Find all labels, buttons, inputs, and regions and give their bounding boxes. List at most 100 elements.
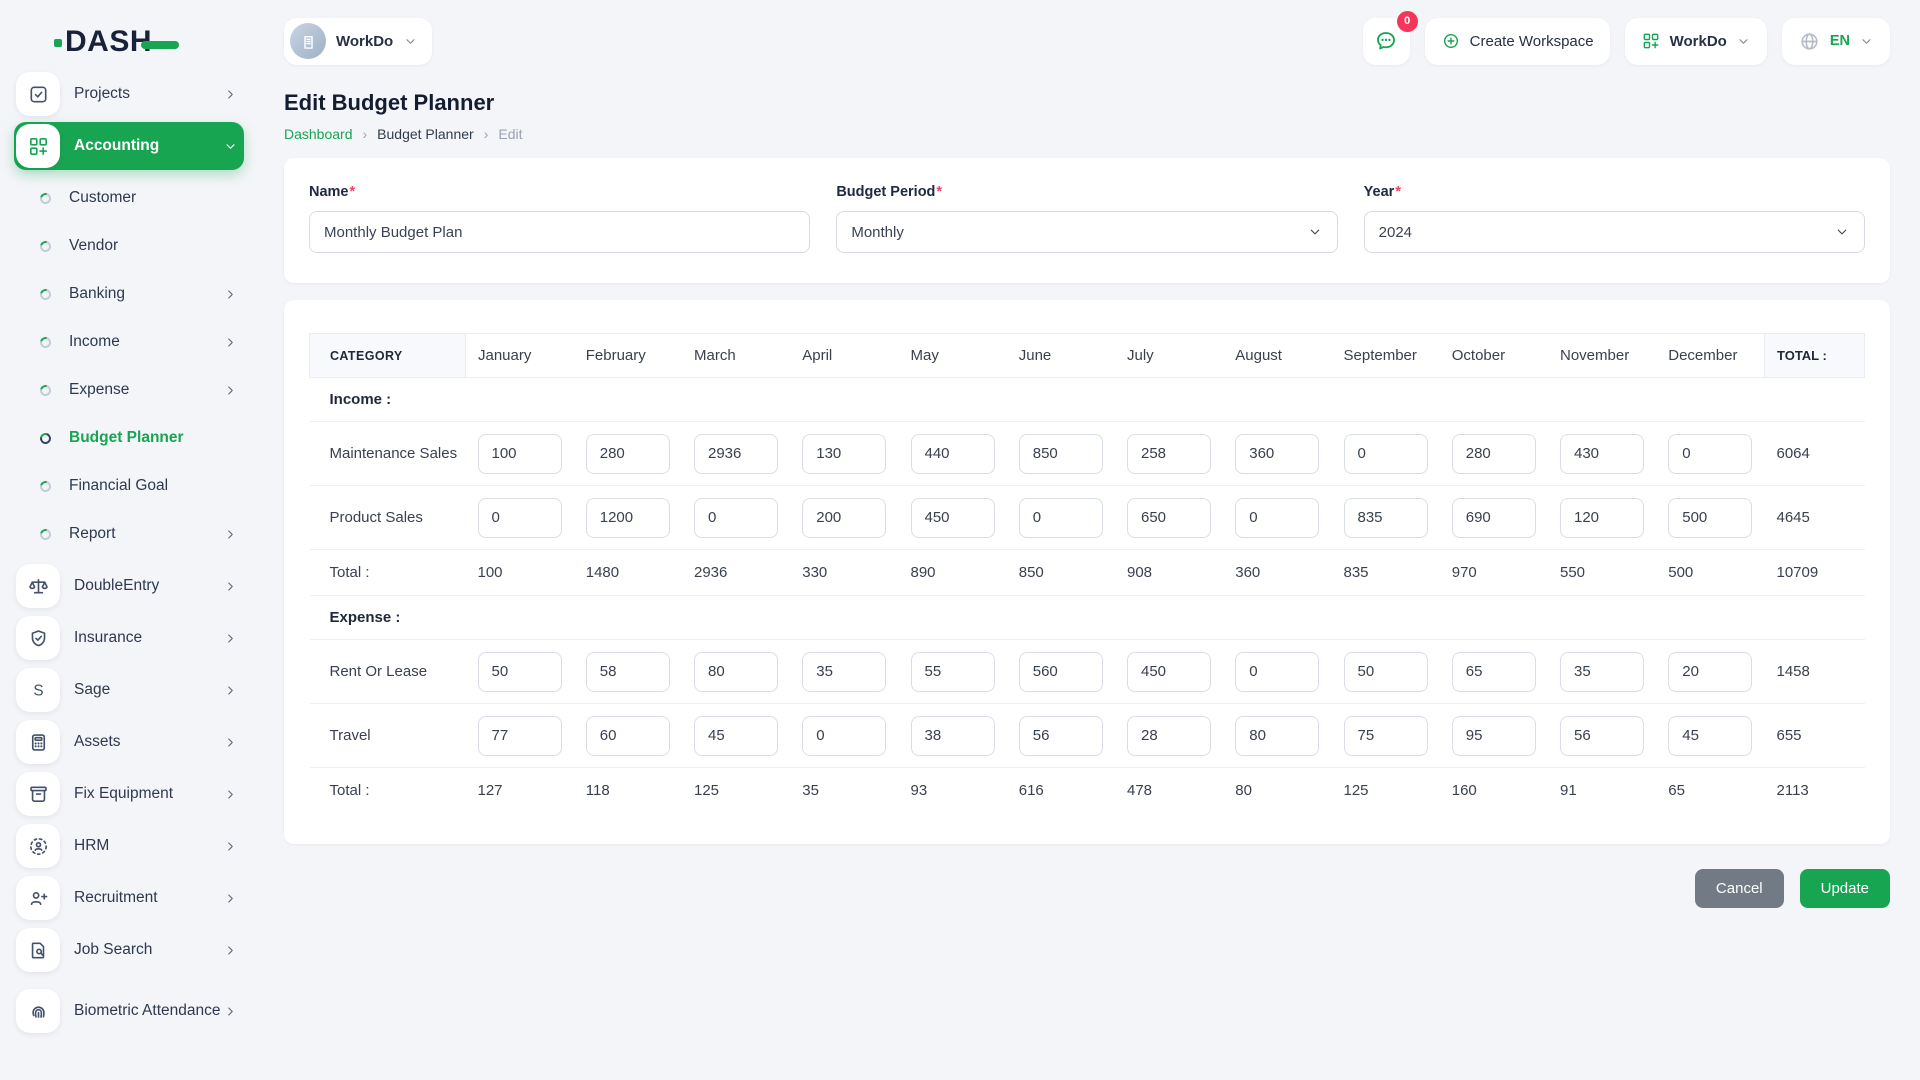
- budget-cell-input[interactable]: [1127, 497, 1211, 538]
- breadcrumb-separator: ›: [483, 126, 489, 142]
- budget-cell-input[interactable]: [477, 715, 562, 756]
- chevron-right-icon: [223, 87, 238, 102]
- sidebar-item-job-search[interactable]: Job Search: [14, 926, 244, 974]
- budget-cell-input[interactable]: [1668, 715, 1753, 756]
- workspace-menu-button[interactable]: WorkDo: [1624, 17, 1767, 65]
- budget-cell-input[interactable]: [1127, 651, 1211, 692]
- archive-icon: [16, 772, 60, 816]
- budget-cell-input[interactable]: [694, 715, 778, 756]
- breadcrumb-dashboard[interactable]: Dashboard: [284, 126, 353, 142]
- budget-cell-input[interactable]: [1668, 433, 1753, 474]
- budget-cell-input[interactable]: [585, 715, 670, 756]
- sidebar-item-fix-equipment[interactable]: Fix Equipment: [14, 770, 244, 818]
- budget-cell-input[interactable]: [1235, 497, 1320, 538]
- budget-cell-input[interactable]: [1668, 497, 1753, 538]
- budget-cell-input[interactable]: [694, 497, 778, 538]
- budget-cell-input[interactable]: [1018, 715, 1103, 756]
- budget-cell-input[interactable]: [1343, 497, 1428, 538]
- budget-cell-input[interactable]: [477, 433, 562, 474]
- year-select[interactable]: 2024: [1363, 211, 1865, 253]
- budget-cell-input[interactable]: [802, 651, 887, 692]
- budget-cell-input[interactable]: [1018, 433, 1103, 474]
- sidebar-item-sage[interactable]: S Sage: [14, 666, 244, 714]
- budget-cell-input[interactable]: [910, 497, 995, 538]
- budget-cell-input[interactable]: [585, 497, 670, 538]
- budget-cell-input[interactable]: [1018, 651, 1103, 692]
- budget-cell-input[interactable]: [585, 651, 670, 692]
- row-label: Product Sales: [329, 509, 423, 526]
- sidebar-item-budget-planner[interactable]: Budget Planner: [14, 414, 244, 462]
- sidebar-item-hrm[interactable]: HRM: [14, 822, 244, 870]
- sidebar-item-biometric-attendance[interactable]: Biometric Attendance: [14, 978, 244, 1044]
- sidebar-item-doubleentry[interactable]: DoubleEntry: [14, 562, 244, 610]
- budget-cell-input[interactable]: [1560, 497, 1644, 538]
- messages-button[interactable]: 0: [1362, 10, 1418, 65]
- sidebar-item-report[interactable]: Report: [14, 510, 244, 558]
- section-label: Income :: [329, 391, 392, 408]
- budget-cell-input[interactable]: [802, 715, 887, 756]
- budget-cell-input[interactable]: [910, 651, 995, 692]
- budget-cell-input[interactable]: [1127, 715, 1211, 756]
- budget-table-card: CATEGORY January February March April May June…: [284, 300, 1890, 844]
- budget-cell-input[interactable]: [1451, 715, 1536, 756]
- bullet-icon: [37, 430, 54, 446]
- budget-cell-input[interactable]: [1451, 497, 1536, 538]
- budget-cell-input[interactable]: [1451, 433, 1536, 474]
- sidebar-item-banking[interactable]: Banking: [14, 270, 244, 318]
- name-input[interactable]: [309, 211, 811, 253]
- sidebar-item-income[interactable]: Income: [14, 318, 244, 366]
- budget-cell-input[interactable]: [1560, 715, 1644, 756]
- create-workspace-button[interactable]: Create Workspace: [1424, 17, 1610, 65]
- sidebar-item-vendor[interactable]: Vendor: [14, 222, 244, 270]
- bullet-icon: [37, 286, 54, 302]
- sidebar-item-label: Report: [69, 525, 116, 543]
- budget-cell-input[interactable]: [694, 651, 778, 692]
- sidebar-item-expense[interactable]: Expense: [14, 366, 244, 414]
- sidebar-item-recruitment[interactable]: Recruitment: [14, 874, 244, 922]
- sidebar-item-accounting[interactable]: Accounting: [14, 122, 244, 170]
- budget-cell-input[interactable]: [1560, 651, 1644, 692]
- language-selector[interactable]: EN: [1781, 17, 1890, 65]
- budget-cell-input[interactable]: [1451, 651, 1536, 692]
- budget-period-label: Budget Period*: [836, 184, 1337, 200]
- cancel-button[interactable]: Cancel: [1694, 868, 1784, 908]
- column-total: 835: [1343, 564, 1369, 581]
- budget-cell-input[interactable]: [1018, 497, 1103, 538]
- budget-cell-input[interactable]: [585, 433, 670, 474]
- sidebar-item-label: Accounting: [74, 137, 160, 155]
- budget-cell-input[interactable]: [1668, 651, 1753, 692]
- budget-cell-input[interactable]: [1235, 433, 1320, 474]
- workspace-switcher[interactable]: WorkDo: [284, 17, 433, 65]
- sidebar-item-label: Fix Equipment: [74, 785, 174, 803]
- budget-cell-input[interactable]: [1127, 433, 1211, 474]
- section-total-row: Total : 100 1480 2936 330 890 850 908 360 835 970 5…: [309, 549, 1865, 596]
- workspace-name: WorkDo: [336, 32, 394, 50]
- budget-cell-input[interactable]: [910, 715, 995, 756]
- month-column-header: April: [790, 333, 899, 378]
- budget-cell-input[interactable]: [1235, 651, 1320, 692]
- budget-cell-input[interactable]: [477, 651, 562, 692]
- sidebar-item-projects[interactable]: Projects: [14, 70, 244, 118]
- column-total: 360: [1235, 564, 1261, 581]
- breadcrumb-budget-planner[interactable]: Budget Planner: [377, 126, 474, 142]
- budget-cell-input[interactable]: [802, 433, 887, 474]
- budget-cell-input[interactable]: [694, 433, 778, 474]
- budget-cell-input[interactable]: [1343, 651, 1428, 692]
- sidebar-item-financial-goal[interactable]: Financial Goal: [14, 462, 244, 510]
- budget-cell-input[interactable]: [1235, 715, 1320, 756]
- budget-cell-input[interactable]: [1343, 433, 1428, 474]
- sidebar-item-label: Income: [69, 333, 120, 351]
- sidebar-item-insurance[interactable]: Insurance: [14, 614, 244, 662]
- budget-cell-input[interactable]: [802, 497, 887, 538]
- sidebar-item-assets[interactable]: Assets: [14, 718, 244, 766]
- update-button[interactable]: Update: [1799, 868, 1890, 908]
- budget-period-select[interactable]: Monthly: [836, 211, 1338, 253]
- app-logo[interactable]: DASH: [0, 0, 258, 64]
- budget-cell-input[interactable]: [1343, 715, 1428, 756]
- budget-cell-input[interactable]: [1560, 433, 1644, 474]
- logo-text: DASH: [65, 25, 153, 58]
- budget-cell-input[interactable]: [477, 497, 562, 538]
- budget-cell-input[interactable]: [910, 433, 995, 474]
- sidebar-item-customer[interactable]: Customer: [14, 174, 244, 222]
- total-row-label: Total :: [329, 782, 370, 800]
